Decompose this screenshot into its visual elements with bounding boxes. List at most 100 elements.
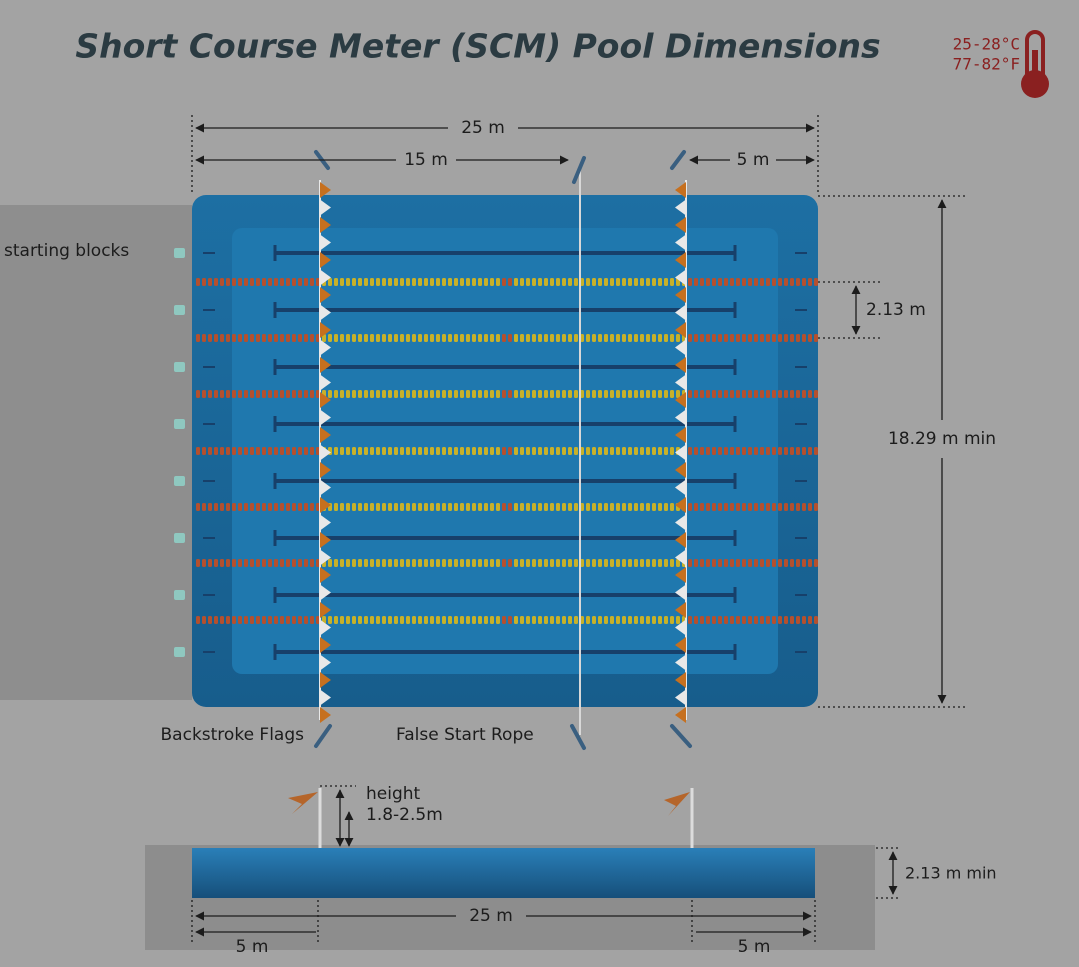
rope-float xyxy=(772,390,776,398)
rope-float xyxy=(544,447,548,455)
rope-float xyxy=(628,503,632,511)
rope-float xyxy=(418,334,422,342)
rope-float xyxy=(748,503,752,511)
rope-float xyxy=(592,447,596,455)
rope-float xyxy=(484,334,488,342)
rope-float xyxy=(724,559,728,567)
rope-float xyxy=(802,334,806,342)
rope-float xyxy=(256,390,260,398)
flag xyxy=(675,707,686,723)
rope-float xyxy=(634,559,638,567)
rope-float xyxy=(292,447,296,455)
rope-float xyxy=(814,503,818,511)
rope-float xyxy=(304,278,308,286)
rope-float xyxy=(382,278,386,286)
rope-float xyxy=(688,447,692,455)
rope-float xyxy=(256,334,260,342)
rope-float xyxy=(352,503,356,511)
flag xyxy=(675,602,686,618)
rope-float xyxy=(196,503,200,511)
rope-float xyxy=(442,616,446,624)
rope-float xyxy=(466,278,470,286)
rope-float xyxy=(280,334,284,342)
flag xyxy=(320,672,331,688)
flag xyxy=(320,357,331,373)
rope-float xyxy=(424,559,428,567)
rope-float xyxy=(430,447,434,455)
flag xyxy=(320,234,331,251)
rope-float xyxy=(640,390,644,398)
rope-float xyxy=(478,616,482,624)
false-start-rope-label: False Start Rope xyxy=(396,725,534,745)
rope-float xyxy=(526,390,530,398)
rope-float xyxy=(538,447,542,455)
rope-float xyxy=(220,447,224,455)
flag xyxy=(675,567,686,583)
rope-float xyxy=(556,390,560,398)
rope-float xyxy=(550,559,554,567)
rope-float xyxy=(772,334,776,342)
lanes xyxy=(196,245,818,660)
rope-float xyxy=(562,447,566,455)
rope-float xyxy=(670,390,674,398)
rope-float xyxy=(772,503,776,511)
rope-float xyxy=(400,616,404,624)
rope-float xyxy=(208,334,212,342)
rope-float xyxy=(544,278,548,286)
rope-float xyxy=(424,390,428,398)
side-flags xyxy=(288,792,690,816)
rope-float xyxy=(544,390,548,398)
rope-float xyxy=(328,559,332,567)
end-section-label: 5 m xyxy=(737,150,770,170)
rope-float xyxy=(712,390,716,398)
rope-float xyxy=(814,334,818,342)
rope-float xyxy=(592,390,596,398)
rope-float xyxy=(232,390,236,398)
rope-float xyxy=(400,447,404,455)
rope-float xyxy=(226,559,230,567)
rope-float xyxy=(760,390,764,398)
depth-label: 2.13 m min xyxy=(905,864,997,883)
rope-float xyxy=(490,559,494,567)
rope-float xyxy=(334,447,338,455)
flag xyxy=(320,409,331,426)
rope-float xyxy=(700,503,704,511)
rope-float xyxy=(736,390,740,398)
rope-float xyxy=(340,503,344,511)
rope-float xyxy=(460,447,464,455)
rope-float xyxy=(304,503,308,511)
rope-float xyxy=(298,503,302,511)
rope-float xyxy=(454,447,458,455)
rope-float xyxy=(370,447,374,455)
rope-float xyxy=(466,559,470,567)
flag xyxy=(320,514,331,531)
rope-float xyxy=(340,334,344,342)
rope-float xyxy=(730,334,734,342)
rope-float xyxy=(328,390,332,398)
rope-float xyxy=(208,503,212,511)
rope-float xyxy=(346,616,350,624)
rope-float xyxy=(430,278,434,286)
rope-float xyxy=(274,559,278,567)
rope-float xyxy=(550,447,554,455)
rope-float xyxy=(640,559,644,567)
rope-float xyxy=(712,559,716,567)
rope-float xyxy=(238,616,242,624)
rope-float xyxy=(454,334,458,342)
rope-float xyxy=(424,616,428,624)
flag xyxy=(320,444,331,461)
rope-float xyxy=(616,447,620,455)
rope-float xyxy=(688,278,692,286)
rope-float xyxy=(478,334,482,342)
rope-float xyxy=(388,334,392,342)
rope-float xyxy=(394,278,398,286)
rope-float xyxy=(274,616,278,624)
rope-float xyxy=(256,559,260,567)
rope-float xyxy=(658,616,662,624)
rope-float xyxy=(244,616,248,624)
rope-float xyxy=(760,447,764,455)
flag xyxy=(675,462,686,478)
flag xyxy=(320,462,331,478)
rope-float xyxy=(784,278,788,286)
rope-float xyxy=(340,616,344,624)
